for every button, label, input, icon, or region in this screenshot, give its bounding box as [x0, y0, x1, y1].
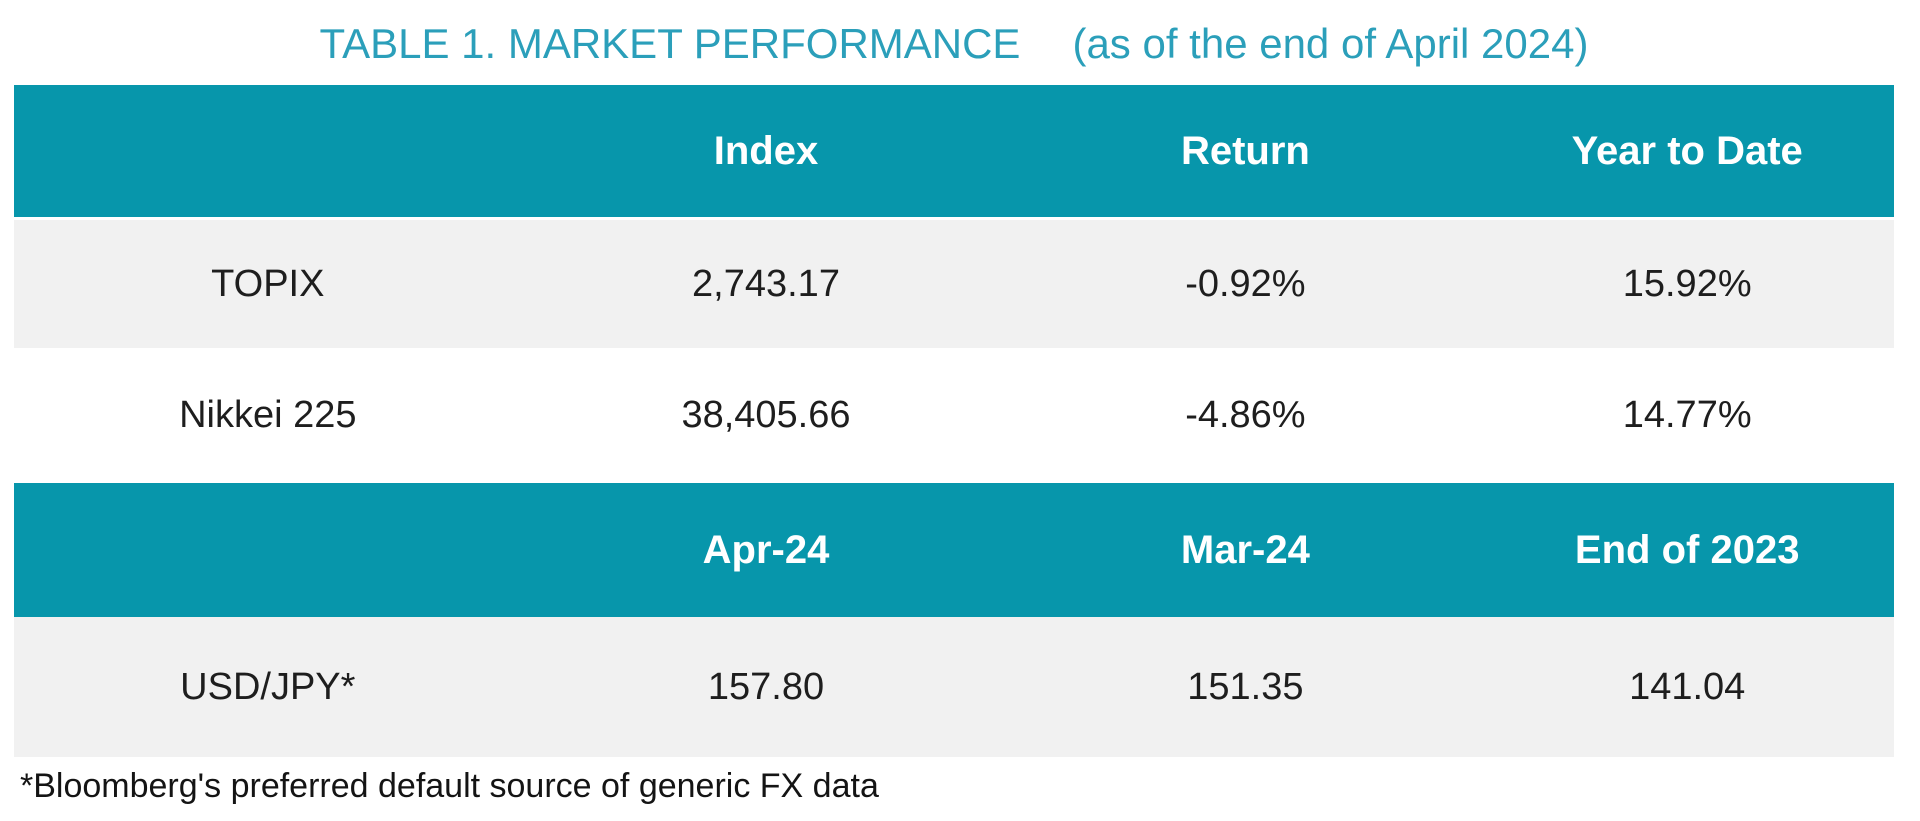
table-header-row-indices: Index Return Year to Date [14, 85, 1894, 217]
row-label-cell: TOPIX [211, 262, 325, 305]
value-cell-ytd: 14.77% [1622, 394, 1752, 436]
value-cell-end-of-2023: 141.04 [1629, 665, 1746, 708]
table-row-usd-jpy: USD/JPY* 157.80 151.35 141.04 [14, 617, 1894, 757]
row-label-cell: Nikkei 225 [179, 394, 357, 436]
value-cell-return: -0.92% [1185, 262, 1306, 305]
header-cell-index: Index [713, 128, 819, 173]
table-row-nikkei-225: Nikkei 225 38,405.66 -4.86% 14.77% [14, 348, 1894, 483]
table-footnote: *Bloomberg's preferred default source of… [20, 767, 879, 805]
market-performance-table: Index Return Year to Date TOPIX 2,743.17… [14, 85, 1894, 757]
table-title-qualifier: (as of the end of April 2024) [1072, 20, 1589, 67]
header-cell-year-to-date: Year to Date [1571, 128, 1803, 173]
table-title-main: TABLE 1. MARKET PERFORMANCE [319, 20, 1021, 67]
value-cell-index: 38,405.66 [681, 394, 851, 436]
header-cell-blank [14, 483, 522, 617]
table-header-row-fx: Apr-24 Mar-24 End of 2023 [14, 483, 1894, 617]
header-cell-apr-24: Apr-24 [702, 527, 830, 572]
header-cell-end-of-2023: End of 2023 [1574, 527, 1800, 572]
value-cell-mar-24: 151.35 [1187, 665, 1304, 708]
header-cell-blank [14, 85, 522, 217]
value-cell-index: 2,743.17 [692, 262, 840, 305]
table-row-topix: TOPIX 2,743.17 -0.92% 15.92% [14, 220, 1894, 348]
row-label-cell: USD/JPY* [180, 665, 356, 708]
header-cell-return: Return [1180, 128, 1310, 173]
value-cell-apr-24: 157.80 [707, 665, 825, 708]
value-cell-return: -4.86% [1185, 394, 1306, 436]
table-title: TABLE 1. MARKET PERFORMANCE (as of the en… [14, 16, 1894, 72]
value-cell-ytd: 15.92% [1622, 262, 1752, 305]
header-cell-mar-24: Mar-24 [1180, 527, 1310, 572]
